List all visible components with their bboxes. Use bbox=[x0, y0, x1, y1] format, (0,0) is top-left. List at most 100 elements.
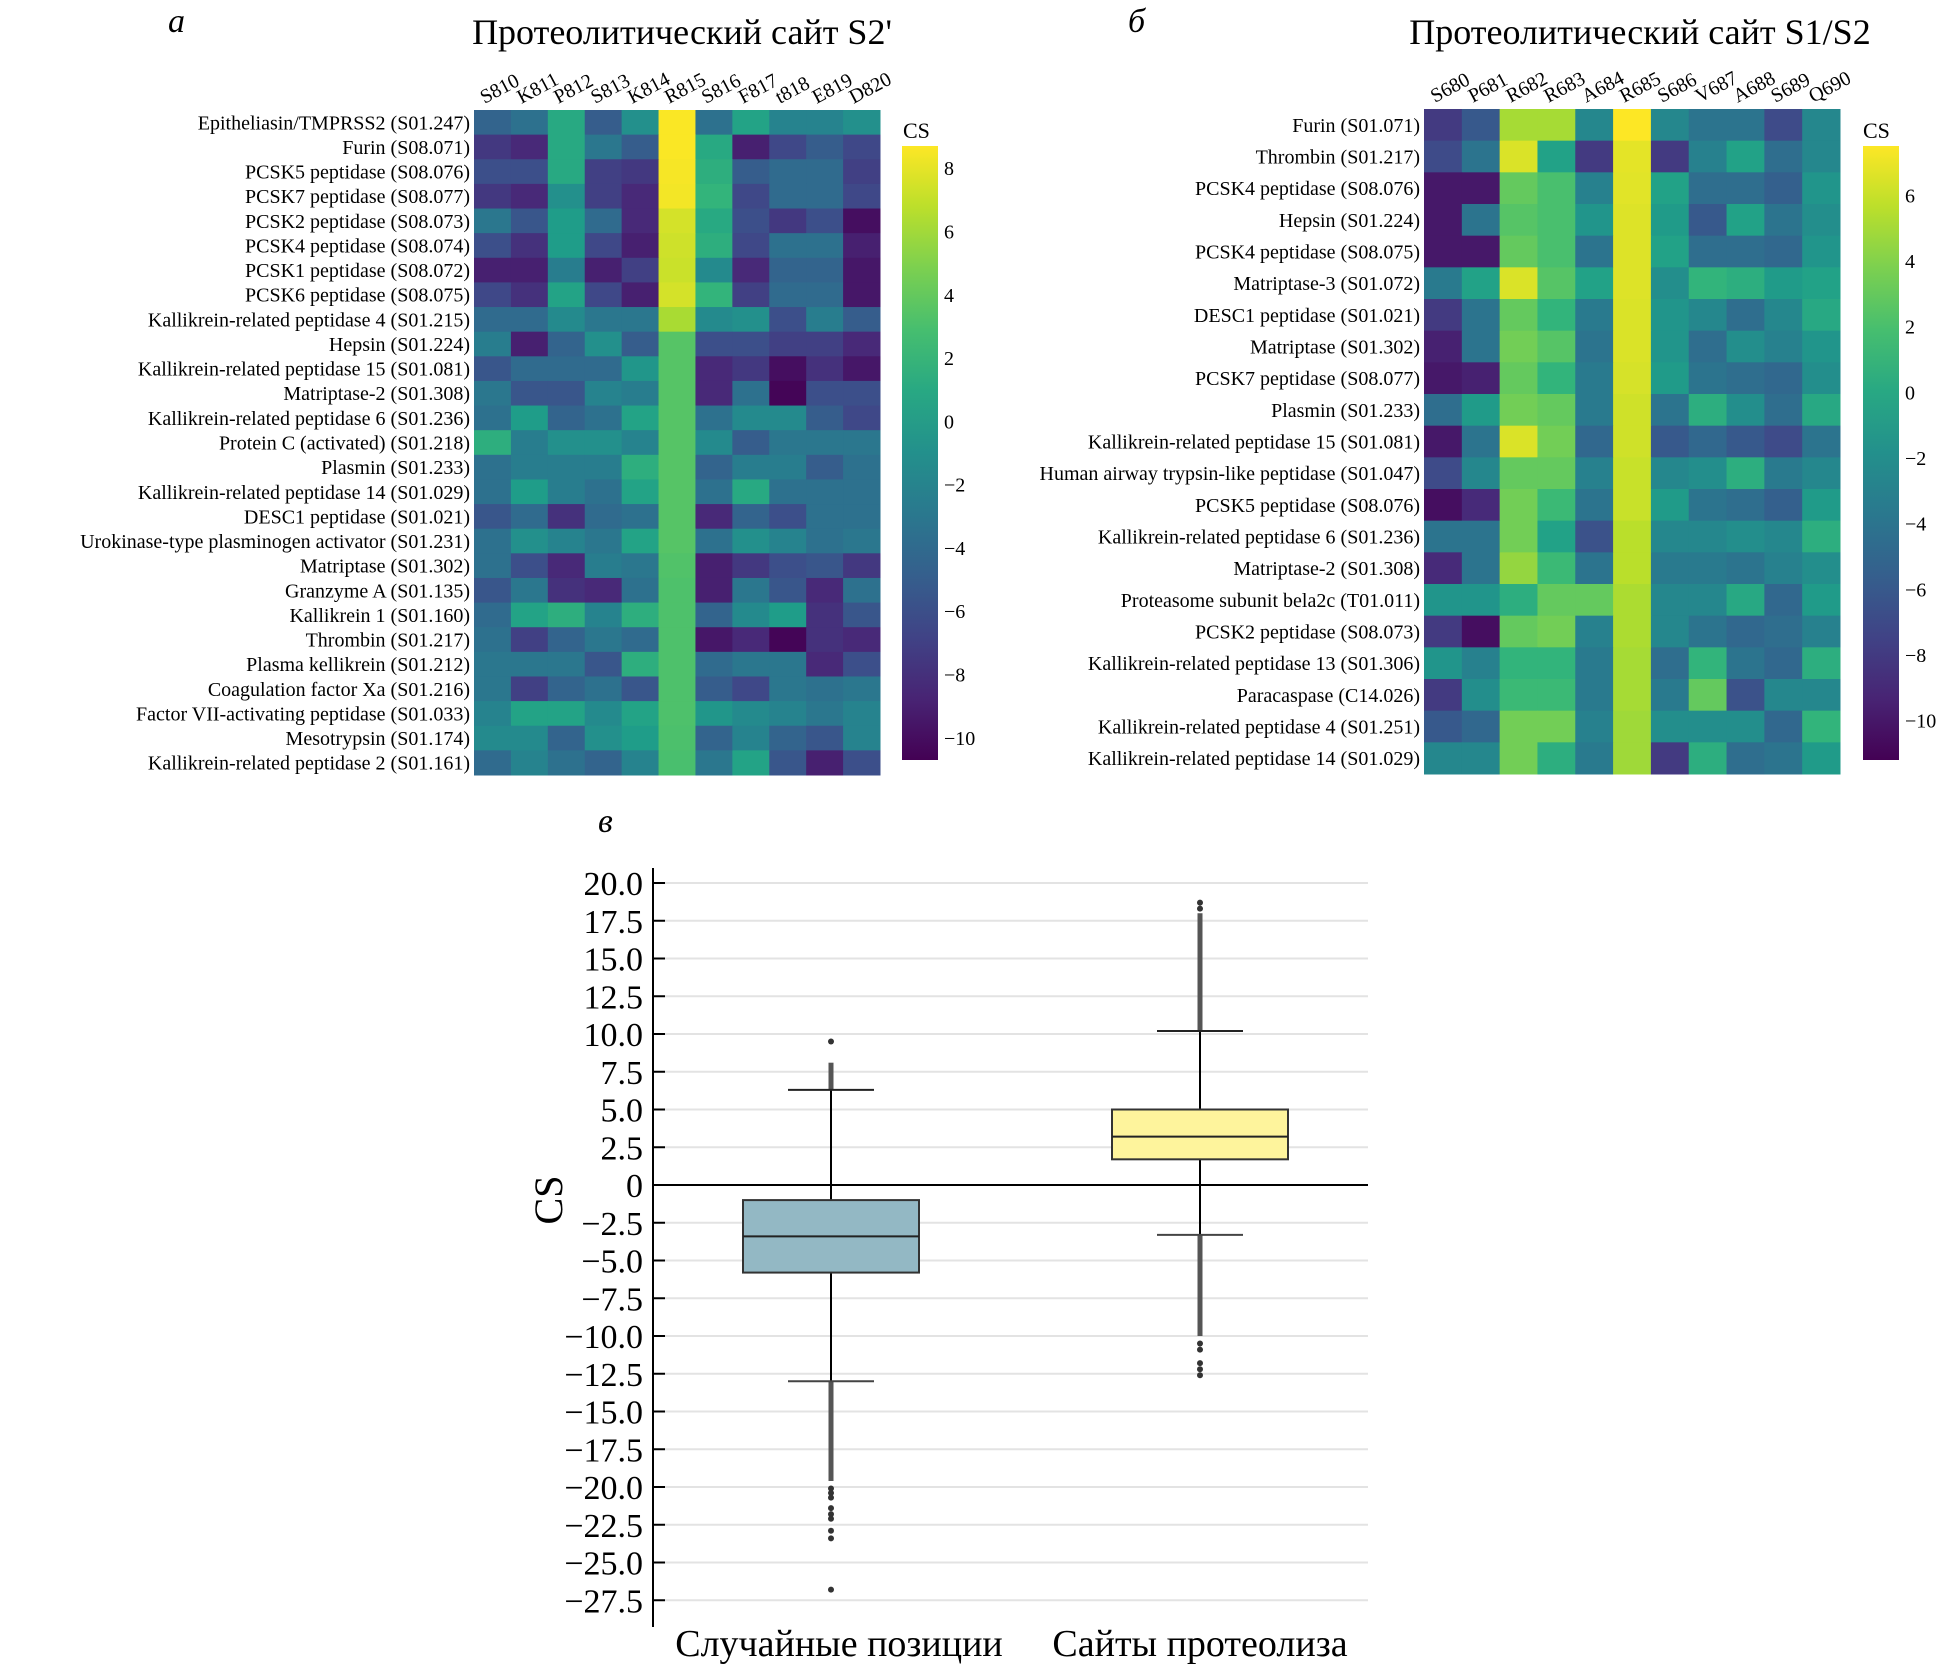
heatmap-cell bbox=[843, 430, 881, 456]
outlier-point bbox=[1197, 1340, 1203, 1347]
heatmap-cell bbox=[1424, 457, 1463, 490]
heatmap-cell bbox=[658, 257, 696, 283]
heatmap-a-cells bbox=[474, 110, 881, 776]
heatmap-cell bbox=[658, 651, 696, 677]
heatmap-cell bbox=[1575, 679, 1614, 712]
heatmap-cell bbox=[1461, 109, 1501, 142]
heatmap-cell bbox=[1688, 394, 1728, 427]
heatmap-cell bbox=[806, 233, 844, 259]
heatmap-cell bbox=[547, 577, 586, 604]
heatmap-cell bbox=[474, 577, 512, 604]
heatmap-cell bbox=[1802, 299, 1841, 332]
row-label: Matriptase (S01.302) bbox=[300, 556, 470, 578]
colorbar-a-title: CS bbox=[903, 118, 930, 143]
heatmap-cell bbox=[843, 380, 881, 407]
heatmap-cell bbox=[584, 405, 623, 431]
heatmap-cell bbox=[1499, 425, 1538, 458]
heatmap-cell bbox=[1802, 552, 1841, 585]
row-label: PCSK4 peptidase (S08.075) bbox=[1195, 242, 1420, 264]
heatmap-cell bbox=[510, 331, 549, 357]
heatmap-cell bbox=[1764, 267, 1803, 300]
heatmap-cell bbox=[547, 504, 586, 530]
heatmap-cell bbox=[843, 553, 881, 579]
heatmap-cell bbox=[695, 651, 733, 677]
heatmap-cell bbox=[1650, 742, 1690, 775]
heatmap-cell bbox=[732, 331, 770, 357]
heatmap-cell bbox=[843, 701, 881, 727]
iqr-box bbox=[1111, 1108, 1289, 1161]
heatmap-cell bbox=[843, 356, 881, 382]
heatmap-cell bbox=[1726, 109, 1765, 142]
heatmap-cell bbox=[732, 479, 770, 505]
row-label: Paracaspase (C14.026) bbox=[1237, 685, 1420, 707]
heatmap-cell bbox=[1726, 267, 1765, 300]
heatmap-cell bbox=[769, 479, 807, 505]
heatmap-cell bbox=[1802, 647, 1841, 680]
heatmap-cell bbox=[806, 602, 844, 628]
heatmap-cell bbox=[658, 528, 696, 554]
heatmap-cell bbox=[769, 528, 807, 554]
colorbar-tick-label: −6 bbox=[944, 601, 965, 623]
heatmap-cell bbox=[769, 405, 807, 431]
heatmap-cell bbox=[1802, 584, 1841, 617]
y-tick-label: 2.5 bbox=[601, 1130, 644, 1167]
heatmap-cell bbox=[474, 725, 512, 751]
heatmap-cell bbox=[584, 134, 623, 160]
heatmap-cell bbox=[1537, 140, 1576, 173]
heatmap-cell bbox=[1424, 615, 1463, 648]
heatmap-cell bbox=[732, 257, 770, 283]
heatmap-cell bbox=[584, 380, 623, 407]
heatmap-cell bbox=[1499, 204, 1538, 237]
heatmap-cell bbox=[547, 282, 586, 308]
heatmap-cell bbox=[1575, 489, 1614, 522]
heatmap-cell bbox=[806, 725, 844, 751]
heatmap-cell bbox=[843, 528, 881, 554]
heatmap-cell bbox=[695, 183, 733, 210]
heatmap-cell bbox=[621, 577, 660, 604]
heatmap-cell bbox=[658, 307, 696, 333]
heatmap-cell bbox=[621, 430, 660, 456]
heatmap-cell bbox=[1764, 489, 1803, 522]
heatmap-cell bbox=[474, 380, 512, 407]
heatmap-cell bbox=[474, 528, 512, 554]
y-tick-label: −15.0 bbox=[564, 1395, 643, 1432]
heatmap-cell bbox=[547, 479, 586, 505]
heatmap-cell bbox=[547, 208, 586, 234]
heatmap-cell bbox=[658, 208, 696, 234]
y-tick-label: −25.0 bbox=[564, 1546, 643, 1583]
heatmap-cell bbox=[695, 356, 733, 382]
heatmap-cell bbox=[658, 356, 696, 382]
column-label: t818 bbox=[772, 72, 814, 108]
heatmap-cell bbox=[1764, 520, 1803, 553]
colorbar-tick-label: 6 bbox=[1905, 185, 1915, 207]
heatmap-cell bbox=[1424, 425, 1463, 458]
colorbar-tick-label: −8 bbox=[944, 665, 965, 687]
heatmap-cell bbox=[584, 257, 623, 283]
heatmap-cell bbox=[547, 454, 586, 480]
heatmap-cell bbox=[584, 528, 623, 554]
heatmap-cell bbox=[732, 282, 770, 308]
heatmap-cell bbox=[732, 454, 770, 480]
heatmap-a-row-labels: Epitheliasin/TMPRSS2 (S01.247) Furin (S08… bbox=[80, 112, 470, 774]
heatmap-cell bbox=[584, 208, 623, 234]
heatmap-cell bbox=[1575, 457, 1614, 490]
heatmap-cell bbox=[658, 331, 696, 357]
boxplot-y-label: CS bbox=[526, 1176, 571, 1225]
heatmap-cell bbox=[1575, 425, 1614, 458]
row-label: Kallikrein-related peptidase 4 (S01.215) bbox=[148, 309, 470, 331]
heatmap-cell bbox=[1688, 457, 1728, 490]
heatmap-cell bbox=[695, 110, 733, 136]
heatmap-cell bbox=[1802, 267, 1841, 300]
y-tick-label: −27.5 bbox=[564, 1583, 643, 1620]
heatmap-cell bbox=[621, 528, 660, 554]
heatmap-cell bbox=[732, 701, 770, 727]
heatmap-cell bbox=[1726, 299, 1765, 332]
heatmap-cell bbox=[510, 307, 549, 333]
heatmap-cell bbox=[658, 430, 696, 456]
column-label: Q690 bbox=[1805, 67, 1855, 107]
heatmap-cell bbox=[806, 183, 844, 210]
heatmap-cell bbox=[1613, 362, 1652, 395]
heatmap-cell bbox=[658, 454, 696, 480]
heatmap-cell bbox=[1613, 172, 1652, 205]
